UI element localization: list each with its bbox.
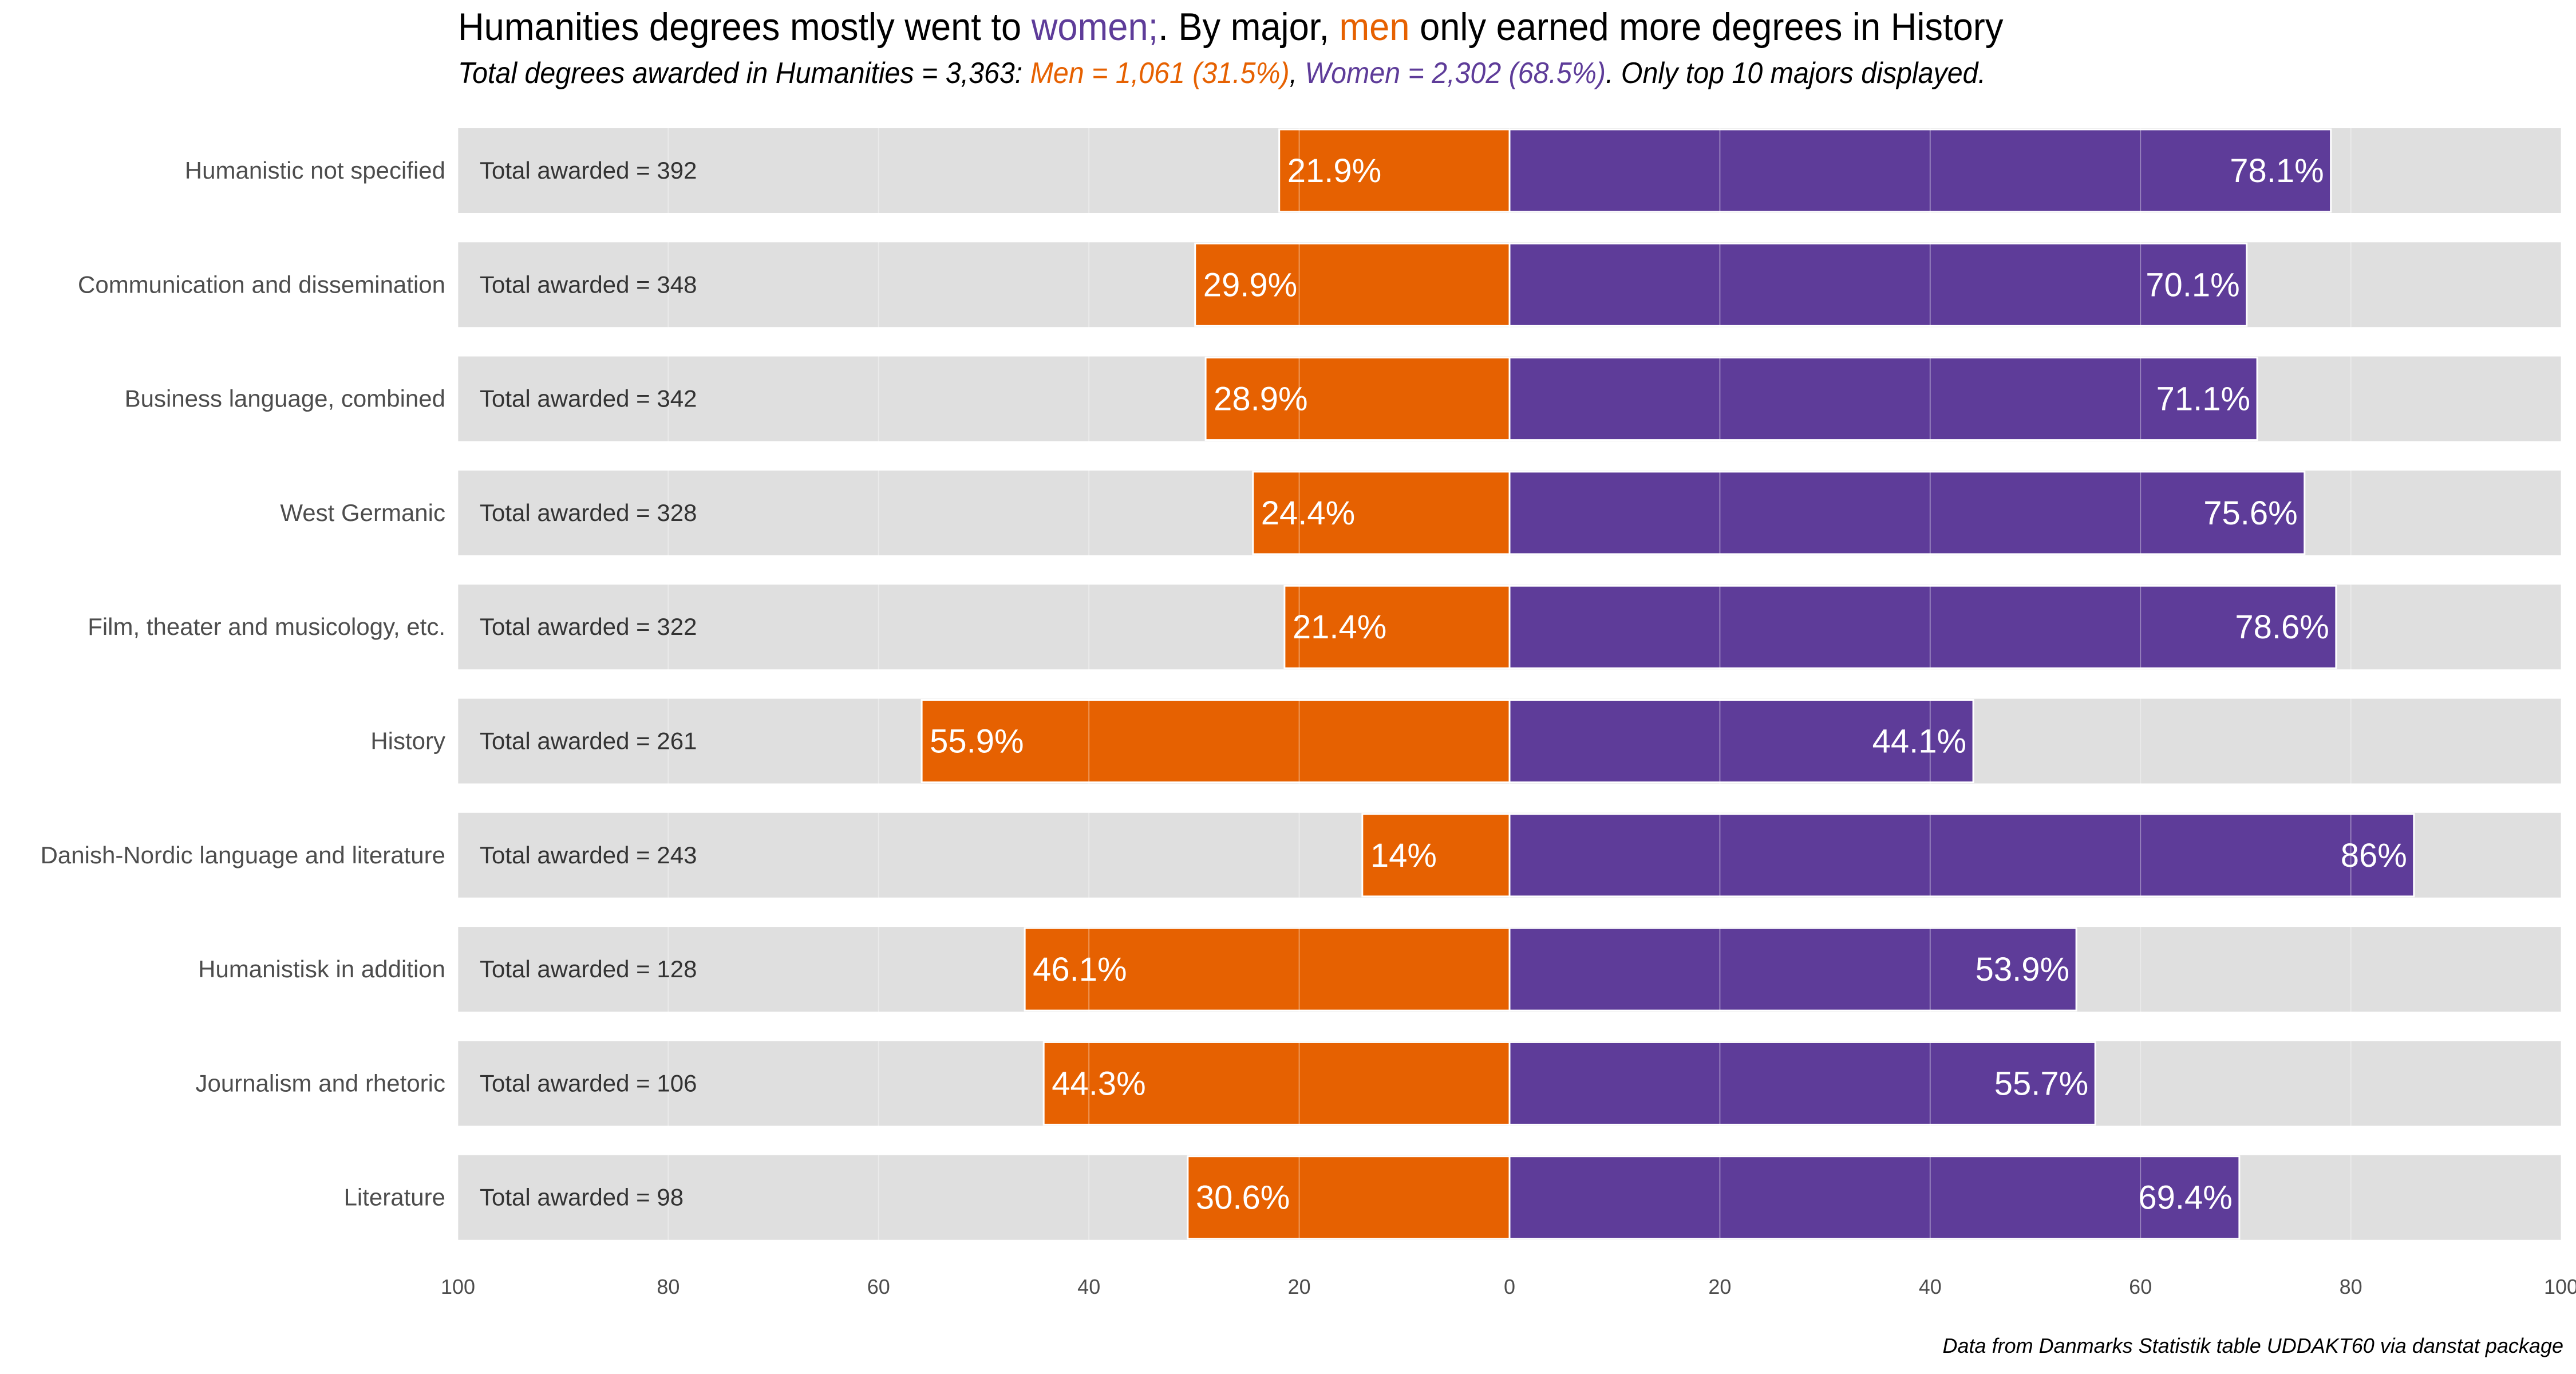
men-percent-label: 24.4% [1261,495,1355,532]
data-bars [920,128,2415,1240]
category-label: Humanistisk in addition [198,956,445,982]
category-label: Film, theater and musicology, etc. [88,613,445,640]
category-label: Literature [344,1184,445,1211]
women-percent-label: 55.7% [1994,1065,2088,1102]
x-tick-label: 40 [1077,1275,1100,1298]
source-caption: Data from Danmarks Statistik table UDDAK… [1942,1334,2563,1357]
women-percent-label: 69.4% [2138,1179,2232,1217]
women-percent-label: 44.1% [1872,723,1966,760]
women-percent-label: 53.9% [1976,951,2069,988]
subtitle-text: , [1289,57,1305,90]
total-awarded-label: Total awarded = 128 [480,956,697,982]
men-percent-label: 29.9% [1203,266,1297,303]
total-awarded-label: Total awarded = 243 [480,842,697,868]
chart-title: Humanities degrees mostly went to women;… [458,5,2003,49]
women-bar [1508,813,2415,898]
women-bar [1508,357,2258,441]
x-tick-label: 0 [1504,1275,1515,1298]
category-label: Business language, combined [125,385,445,412]
men-bar [920,699,1511,783]
men-percent-label: 44.3% [1052,1065,1145,1102]
x-tick-label: 60 [867,1275,890,1298]
men-bar [1252,471,1511,555]
x-tick-label: 80 [657,1275,679,1298]
women-bar [1508,128,2332,213]
men-bar [1187,1155,1511,1240]
x-tick-label: 60 [2129,1275,2152,1298]
category-label: Journalism and rhetoric [195,1069,445,1096]
men-bar [1278,128,1511,213]
women-bar [1508,1041,2096,1126]
men-percent-label: 28.9% [1214,381,1307,418]
total-awarded-label: Total awarded = 328 [480,499,697,526]
category-label: Humanistic not specified [185,157,445,184]
category-label: Communication and dissemination [78,271,445,298]
men-percent-label: 30.6% [1196,1179,1290,1217]
men-bar [1361,813,1511,898]
x-tick-label: 40 [1919,1275,1942,1298]
men-percent-label: 46.1% [1033,951,1127,988]
men-percent-label: 21.9% [1287,152,1381,189]
women-bar [1508,699,1974,783]
title-women-word: women; [1031,5,1159,49]
x-tick-label: 80 [2340,1275,2362,1298]
total-awarded-label: Total awarded = 348 [480,271,697,298]
men-bar [1283,585,1511,669]
x-tick-label: 100 [2544,1275,2576,1298]
women-bar [1508,471,2306,555]
title-text: . By major, [1158,5,1340,49]
chart-subtitle: Total degrees awarded in Humanities = 3,… [458,56,1986,90]
x-tick-label: 20 [1708,1275,1731,1298]
total-awarded-label: Total awarded = 261 [480,728,697,755]
men-bar [1024,927,1511,1012]
subtitle-men-total: Men = 1,061 (31.5%) [1030,57,1290,90]
total-awarded-label: Total awarded = 98 [480,1184,683,1211]
men-percent-label: 21.4% [1293,609,1386,646]
subtitle-text: Total degrees awarded in Humanities = 3,… [458,57,1030,90]
title-men-word: men [1339,5,1410,49]
category-label: Danish-Nordic language and literature [41,842,445,868]
title-text: only earned more degrees in History [1409,5,2004,49]
women-bar [1508,1155,2241,1240]
women-percent-label: 86% [2341,837,2407,874]
category-label: West Germanic [280,499,445,526]
women-percent-label: 71.1% [2156,381,2250,418]
subtitle-text: . Only top 10 majors displayed. [1606,57,1986,90]
total-awarded-label: Total awarded = 106 [480,1069,697,1096]
women-bar [1508,242,2248,327]
men-bar [1194,242,1511,327]
total-awarded-label: Total awarded = 322 [480,613,697,640]
women-percent-label: 78.1% [2230,152,2324,189]
labels: Humanistic not specified Total awarded = … [41,152,2407,1217]
women-percent-label: 70.1% [2146,266,2239,303]
x-tick-label: 20 [1288,1275,1311,1298]
gridlines [457,128,2562,1240]
men-percent-label: 55.9% [930,723,1024,760]
x-axis: 100 80 60 40 20 0 20 40 60 80 100 [441,1275,2576,1298]
men-bar [1204,357,1511,441]
men-percent-label: 14% [1370,837,1437,874]
x-tick-label: 100 [441,1275,475,1298]
women-bar [1508,927,2077,1012]
title-text: Humanities degrees mostly went to [458,5,1032,49]
category-label: History [370,728,445,755]
women-bar [1508,585,2337,669]
total-awarded-label: Total awarded = 392 [480,157,697,184]
subtitle-women-total: Women = 2,302 (68.5%) [1305,57,1606,90]
total-awarded-label: Total awarded = 342 [480,385,697,412]
women-percent-label: 75.6% [2203,495,2297,532]
women-percent-label: 78.6% [2235,609,2329,646]
